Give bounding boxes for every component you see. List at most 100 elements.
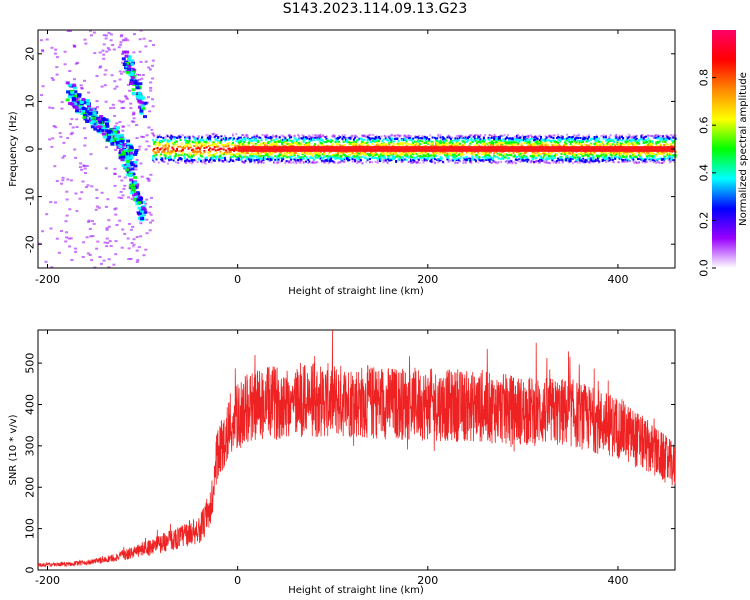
spectrogram-cell — [581, 161, 584, 164]
spectrogram-cell — [412, 141, 415, 144]
spectrogram-cell — [275, 145, 278, 147]
spectrogram-cell — [348, 136, 351, 139]
spectrogram-cell — [112, 48, 116, 51]
spectrogram-cell — [548, 155, 550, 158]
spectrogram-cell — [467, 161, 469, 164]
spectrogram-cell — [490, 134, 493, 137]
spectrogram-cell — [141, 74, 145, 76]
spectrogram-cell — [255, 155, 258, 158]
spectrogram-cell — [234, 145, 237, 148]
spectrogram-cell — [551, 159, 554, 162]
spectrogram-cell — [594, 140, 597, 143]
spectrogram-cell — [425, 152, 428, 155]
spectrogram-cell — [190, 155, 193, 158]
spectrogram-cell — [75, 100, 80, 104]
spectrogram-cell — [179, 157, 182, 159]
spectrogram-cell — [352, 144, 355, 147]
spectrogram-cell — [219, 140, 222, 143]
spectrogram-cell — [386, 153, 388, 156]
spectrogram-cell — [101, 49, 105, 52]
spectrogram-cell — [156, 162, 159, 165]
spectrogram-cell — [362, 135, 364, 138]
spectrogram-cell — [311, 154, 314, 157]
spectrogram-cell — [576, 161, 579, 164]
spectrogram-cell — [117, 162, 120, 165]
spectrogram-cell — [160, 153, 163, 156]
spectrogram-cell — [318, 154, 321, 157]
spectrogram-cell — [201, 129, 204, 132]
spectrogram-cell — [587, 161, 590, 164]
spectrogram-cell — [129, 163, 134, 167]
spectrogram-cell — [211, 165, 214, 167]
spectrogram-cell — [302, 156, 305, 159]
spectrogram-cell — [237, 137, 240, 140]
spectrogram-cell — [102, 135, 107, 139]
spectrogram-cell — [318, 137, 321, 140]
spectrogram-cell — [538, 159, 541, 162]
spectrogram-cell — [355, 152, 358, 155]
spectrogram-cell — [448, 152, 451, 155]
spectrogram-cell — [209, 144, 212, 147]
spectrogram-cell — [479, 134, 482, 137]
spectrogram-cell — [495, 138, 498, 141]
spectrogram-cell — [266, 144, 269, 147]
spectrogram-cell — [351, 151, 354, 154]
spectrogram-cell — [391, 156, 394, 159]
spectrogram-cell — [201, 144, 204, 147]
spectrogram-cell — [209, 139, 212, 142]
spectrogram-cell — [536, 140, 539, 143]
spectrogram-cell — [55, 237, 59, 240]
spectrogram-cell — [556, 141, 558, 144]
spectrogram-cell — [281, 143, 283, 146]
spectrogram-cell — [247, 158, 250, 161]
spectrogram-cell — [602, 153, 605, 156]
spectrogram-cell — [325, 135, 328, 138]
spectrogram-cell — [196, 139, 199, 142]
spectrogram-cell — [233, 149, 236, 152]
spectrogram-cell — [54, 126, 58, 129]
spectrogram-cell — [160, 134, 163, 137]
spectrogram-cell — [437, 143, 440, 146]
spectrogram-cell — [545, 152, 548, 155]
spectrogram-cell — [373, 156, 376, 159]
spectrogram-cell — [114, 149, 118, 151]
spectrogram-cell — [481, 150, 484, 153]
spectrogram-cell — [560, 156, 563, 159]
spectrogram-cell — [456, 141, 459, 144]
spectrogram-cell — [485, 159, 488, 161]
spectrogram-cell — [271, 157, 274, 160]
spectrogram-cell — [303, 151, 306, 154]
spectrogram-cell — [109, 138, 114, 142]
spectrogram-cell — [454, 145, 457, 148]
spectrogram-cell — [189, 153, 192, 156]
spectrogram-cell — [383, 143, 386, 146]
spectrogram-cell — [432, 156, 435, 159]
spectrogram-cell — [282, 154, 285, 157]
spectrogram-cell — [228, 151, 231, 154]
spectrogram-cell — [211, 141, 214, 144]
spectrogram-cell — [275, 161, 278, 164]
spectrogram-cell — [319, 135, 322, 138]
spectrogram-cell — [525, 155, 528, 158]
spectrogram-cell — [455, 157, 458, 160]
spectrogram-cell — [172, 159, 175, 162]
spectrogram-cell — [598, 160, 601, 163]
spectrogram-cell — [242, 161, 245, 164]
spectrogram-cell — [492, 134, 495, 137]
spectrogram-cell — [336, 157, 339, 159]
spectrogram-cell — [577, 156, 580, 159]
spectrogram-cell — [290, 161, 293, 164]
spectrogram-cell — [457, 139, 460, 142]
spectrogram-cell — [294, 159, 297, 162]
spectrogram-cell — [375, 136, 378, 139]
spectrogram-cell — [615, 155, 618, 158]
spectrogram-cell — [228, 166, 231, 169]
spectrogram-cell — [166, 148, 169, 151]
spectrogram-cell — [343, 144, 346, 146]
spectrogram-cell — [416, 137, 419, 140]
spectrogram-cell — [430, 144, 433, 147]
spectrogram-cell — [236, 157, 239, 160]
spectrogram-cell — [392, 155, 395, 158]
spectrogram-cell — [148, 39, 152, 42]
spectrogram-cell — [518, 139, 521, 142]
